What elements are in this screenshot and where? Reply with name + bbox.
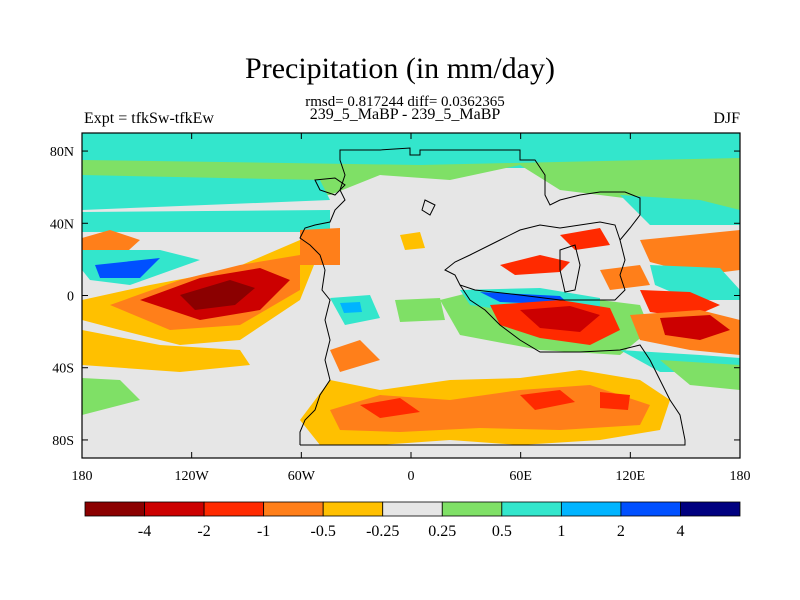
colorbar-box	[441, 501, 503, 517]
colorbar-label: 2	[617, 523, 625, 540]
center-label: 239_5_MaBP - 239_5_MaBP	[309, 106, 501, 123]
atlantic-green	[395, 298, 445, 322]
lat-tick-label: 0	[67, 290, 74, 305]
colorbar-box	[501, 501, 562, 517]
lon-tick-label: 180	[72, 469, 93, 484]
north-pacific-band	[82, 175, 330, 210]
colorbar-box	[322, 501, 384, 517]
gondwana-outline	[300, 284, 686, 446]
colorbar-box	[382, 501, 443, 517]
wpac-orange	[640, 230, 740, 275]
colorbar-label: 0.25	[428, 523, 456, 540]
lat-tick-label: 40N	[50, 217, 74, 232]
southern-ocean-red-1	[360, 398, 420, 418]
atlantic-blue	[340, 302, 362, 313]
colorbar-box	[203, 501, 265, 517]
southern-ocean-orange	[330, 385, 650, 432]
colorbar-box	[84, 501, 145, 517]
colorbar-box	[263, 501, 324, 517]
lon-tick-label: 60E	[509, 469, 532, 484]
continent-outlines	[299, 147, 686, 446]
colorbar: -4 -2 -1 -0.5 -0.25 0.25 0.5 1 2 4	[84, 501, 741, 540]
map-fields	[82, 133, 740, 458]
colorbar-label: -2	[197, 523, 210, 540]
southern-ocean-red-2	[520, 390, 575, 410]
lat-tick-label: 40S	[52, 362, 74, 377]
spcz-red	[660, 315, 730, 340]
colorbar-label: -1	[257, 523, 270, 540]
colorbar-label: -0.5	[311, 523, 336, 540]
small-island-outline	[421, 199, 436, 216]
midlat-north-band	[82, 158, 740, 215]
lon-tick-label: 120W	[175, 469, 210, 484]
tethys-yellow	[400, 232, 425, 250]
laurasia-outline	[299, 147, 641, 445]
season-label: DJF	[713, 110, 740, 127]
south-wpac-green	[660, 360, 740, 390]
tethys-darkred	[520, 306, 600, 332]
plot-title: Precipitation (in mm/day)	[245, 52, 555, 85]
colorbar-box	[560, 501, 622, 517]
wpac-teal	[650, 265, 740, 300]
colorbar-box	[620, 501, 681, 517]
asia-red	[500, 255, 570, 275]
pacific-blue-mid	[95, 258, 160, 278]
lon-tick-label: 60W	[288, 469, 316, 484]
map-axes: 180 120W 60W 0 60E 120E 180 80N 40N 0 40S 80S	[50, 133, 751, 484]
asia-orange	[600, 265, 650, 290]
experiment-label: Expt = tfkSw-tfkEw	[84, 110, 214, 127]
plot-subtitle: rmsd= 0.817244 diff= 0.0362365	[305, 94, 505, 110]
inner-sea-outline	[559, 244, 581, 293]
atlantic-north-orange	[300, 228, 340, 265]
colorbar-label: 1	[557, 523, 565, 540]
lon-tick-label: 120E	[616, 469, 646, 484]
asia-red-north	[560, 228, 610, 250]
colorbar-label: -0.25	[366, 523, 399, 540]
lat-tick-label: 80N	[50, 145, 74, 160]
lon-tick-label: 0	[408, 469, 415, 484]
lon-tick-label: 180	[730, 469, 751, 484]
colorbar-label: 0.5	[492, 523, 512, 540]
colorbar-box	[144, 501, 205, 517]
pacific-teal-band	[82, 210, 330, 232]
lat-tick-label: 80S	[52, 434, 74, 449]
north-island-outline	[314, 177, 346, 196]
colorbar-box	[680, 501, 741, 517]
south-pacific-yellow	[82, 330, 250, 372]
south-pacific-green	[82, 378, 140, 415]
south-atlantic-orange	[330, 340, 380, 372]
tropical-pacific-darkred	[180, 280, 255, 310]
colorbar-label: 4	[676, 523, 684, 540]
southern-ocean-red-3	[600, 392, 630, 410]
npac-east-teal	[620, 195, 740, 225]
colorbar-label: -4	[138, 523, 151, 540]
